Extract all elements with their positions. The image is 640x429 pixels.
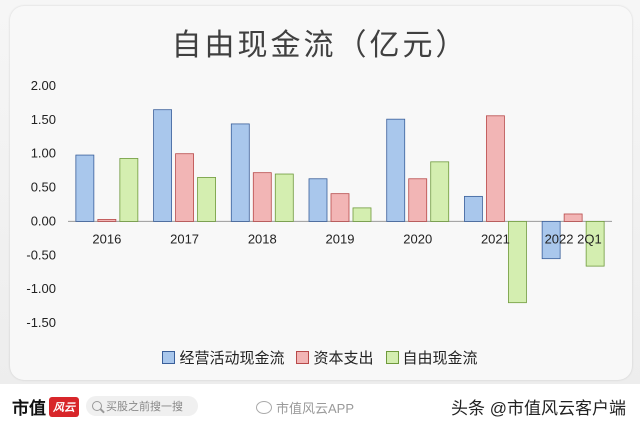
legend-item: 经营活动现金流 — [162, 347, 284, 368]
bar-2019-series-0 — [308, 178, 328, 222]
legend-label: 经营活动现金流 — [179, 350, 285, 367]
bar-2017-series-0 — [153, 109, 172, 222]
bar-2017-series-2 — [197, 177, 216, 222]
x-tick-label: 2016 — [92, 231, 121, 246]
x-axis: 2016 2017 2018 2019 2020 2021 2022 2Q1 — [92, 231, 601, 246]
legend-label: 自由现金流 — [402, 350, 478, 367]
legend-swatch — [296, 351, 310, 364]
weibo-icon — [256, 401, 272, 414]
legend: 经营活动现金流 资本支出 自由现金流 — [0, 347, 640, 368]
bar-2018-series-1 — [252, 172, 272, 222]
chart-title: 自由现金流（亿元） — [171, 28, 469, 63]
bar-2021-series-1 — [486, 115, 505, 222]
x-tick-label: 2018 — [248, 231, 277, 246]
legend-item: 资本支出 — [296, 347, 374, 368]
legend-swatch — [162, 351, 176, 364]
x-tick-label: 2017 — [170, 231, 199, 246]
bars — [75, 109, 605, 304]
bar-2016-series-2 — [119, 158, 139, 222]
bar-2020-series-1 — [408, 178, 428, 222]
bar-2020-series-2 — [430, 161, 450, 222]
bar-2018-series-2 — [274, 173, 294, 222]
footer: 市值 风云 买股之前搜一搜 市值风云APP 头条 @市值风云客户端 — [0, 384, 640, 429]
bar-2021-series-2 — [508, 221, 527, 304]
bar-2022Q1-series-0 — [541, 221, 561, 260]
y-tick-label: 0.00 — [31, 213, 56, 228]
legend-item: 自由现金流 — [385, 347, 478, 368]
legend-swatch — [385, 351, 399, 364]
bar-2019-series-2 — [352, 207, 372, 222]
search-box[interactable]: 买股之前搜一搜 — [86, 396, 198, 416]
bar-2021-series-0 — [464, 195, 483, 222]
y-tick-label: -1.50 — [26, 315, 56, 330]
source-attribution: 头条 @市值风云客户端 — [451, 399, 626, 418]
logo-text: 市值 — [12, 399, 46, 418]
search-icon — [92, 401, 102, 411]
bar-2019-series-1 — [330, 193, 350, 222]
y-tick-label: 0.50 — [31, 180, 56, 195]
y-tick-label: 1.00 — [31, 146, 56, 161]
bar-2016-series-1 — [97, 218, 117, 222]
x-tick-label: 2020 — [403, 231, 432, 246]
bar-2020-series-0 — [386, 118, 406, 222]
bar-2022Q1-series-2 — [585, 221, 605, 267]
watermark-text: 市值风云APP — [276, 401, 355, 416]
y-tick-label: -0.50 — [26, 247, 56, 262]
x-tick-label: 2019 — [326, 231, 355, 246]
watermark: 市值风云APP — [256, 398, 354, 417]
logo-mark: 风云 — [49, 396, 79, 417]
y-tick-label: -1.00 — [26, 281, 56, 296]
brand-logo[interactable]: 市值 风云 — [12, 394, 79, 419]
bar-2016-series-0 — [75, 154, 95, 222]
bar-2018-series-0 — [230, 123, 250, 222]
legend-label: 资本支出 — [313, 350, 374, 367]
search-text: 买股之前搜一搜 — [106, 401, 183, 413]
bar-2017-series-1 — [175, 153, 194, 222]
x-tick-label: 2022 2Q1 — [545, 231, 602, 246]
x-tick-label: 2021 — [481, 231, 510, 246]
y-tick-label: 1.50 — [31, 112, 56, 127]
y-tick-label: 2.00 — [31, 78, 56, 93]
bar-2022Q1-series-1 — [563, 213, 583, 222]
